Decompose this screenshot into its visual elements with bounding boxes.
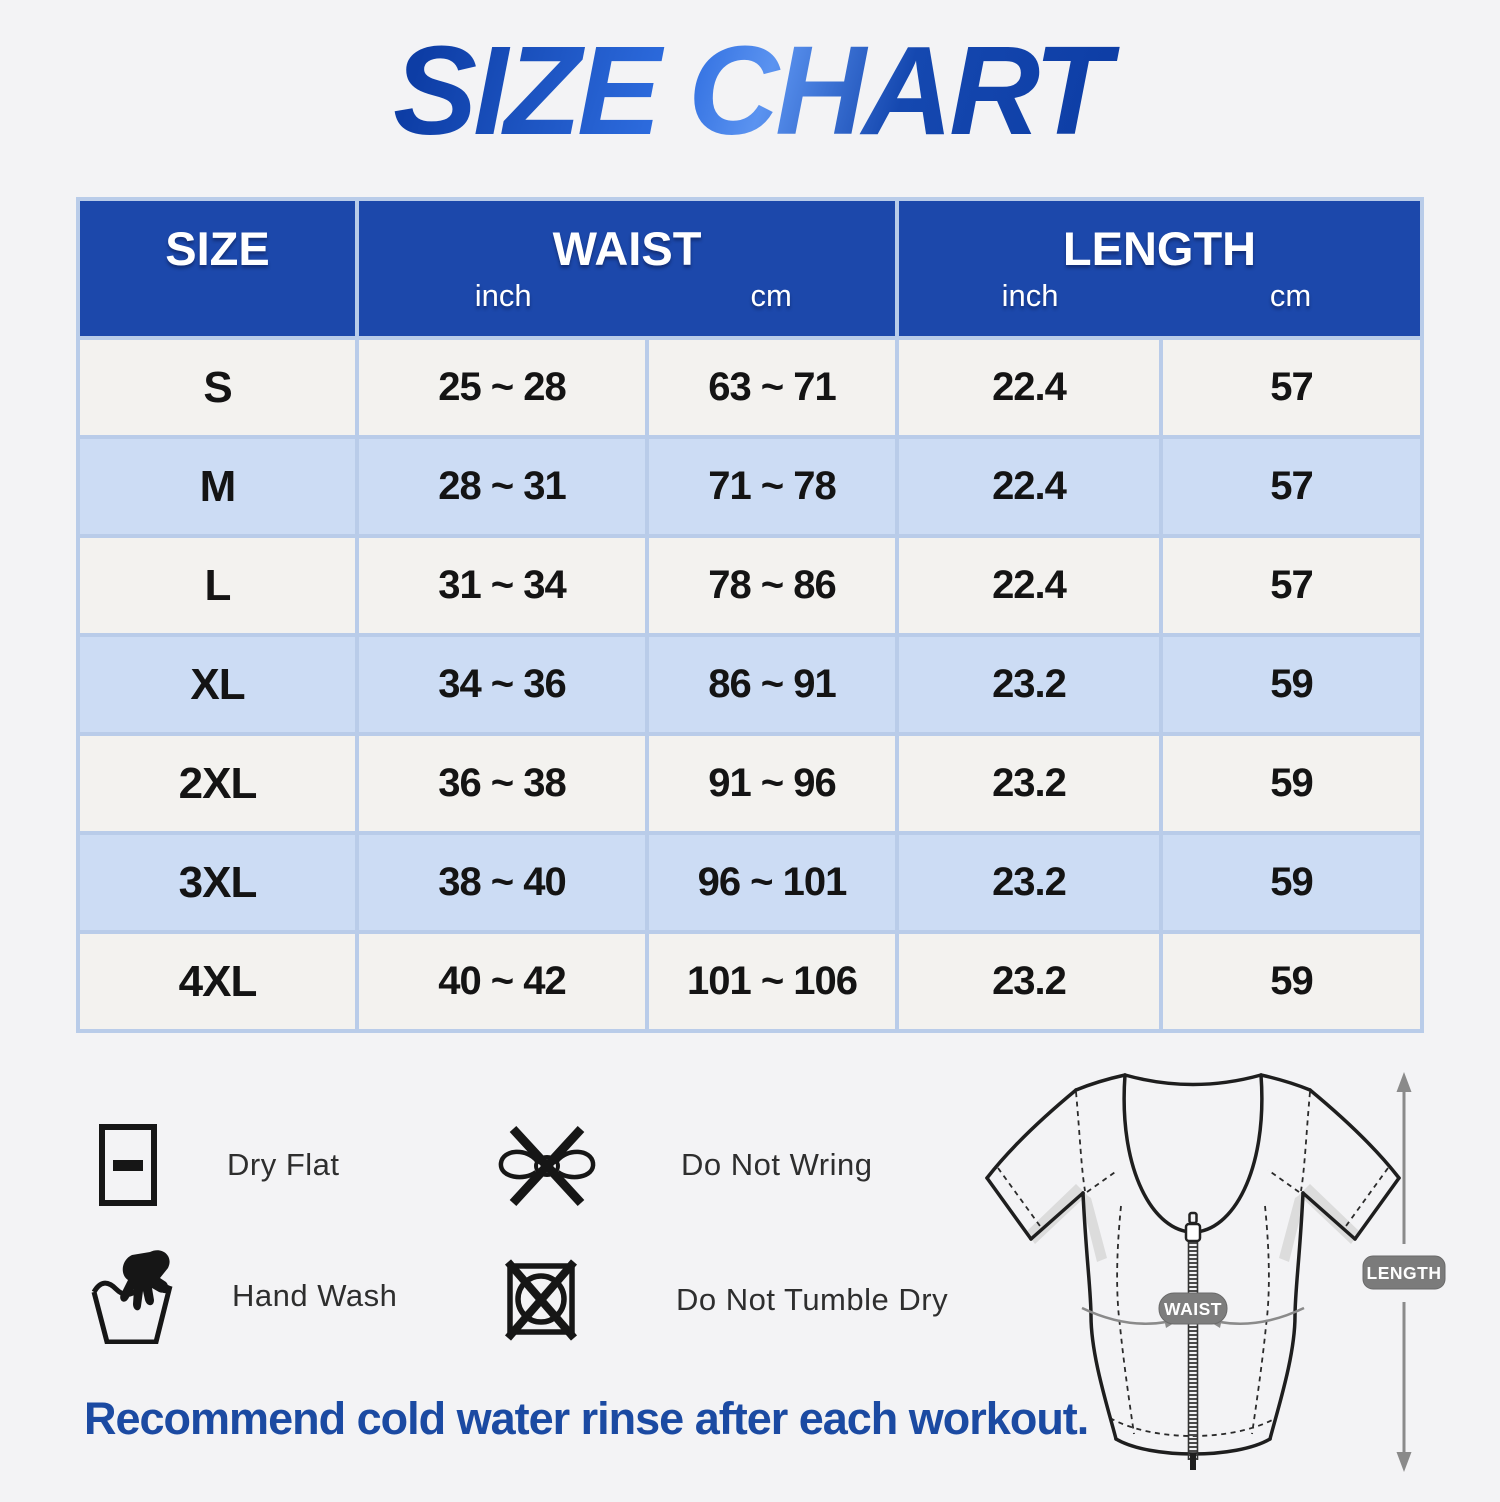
do-not-tumble-dry-icon xyxy=(502,1256,582,1344)
size-cell: 2XL xyxy=(80,736,355,831)
length-cm-cell: 57 xyxy=(1163,439,1420,534)
waist-cm-cell: 63 ~ 71 xyxy=(649,340,895,435)
waist-unit-cm: cm xyxy=(750,278,792,313)
length-cm-cell: 59 xyxy=(1163,934,1420,1029)
size-cell: L xyxy=(80,538,355,633)
care-label: Hand Wash xyxy=(232,1278,398,1313)
size-table: SIZE WAIST inch cm LENGTH inch cm S 25 ~… xyxy=(76,197,1424,1033)
zipper xyxy=(1184,1211,1202,1470)
length-cm-cell: 59 xyxy=(1163,835,1420,930)
page-title: SIZE CHART xyxy=(0,18,1500,163)
length-inch-cell: 23.2 xyxy=(899,934,1159,1029)
care-label: Dry Flat xyxy=(227,1147,340,1182)
waist-arrows xyxy=(1081,1306,1305,1325)
length-inch-cell: 22.4 xyxy=(899,538,1159,633)
length-inch-cell: 23.2 xyxy=(899,637,1159,732)
size-cell: M xyxy=(80,439,355,534)
waist-inch-cell: 38 ~ 40 xyxy=(359,835,645,930)
garment-outline xyxy=(985,1073,1401,1456)
length-inch-cell: 22.4 xyxy=(899,439,1159,534)
care-item-do-not-wring: Do Not Wring xyxy=(493,1117,873,1213)
waist-badge: WAIST xyxy=(1158,1292,1228,1325)
waist-cm-cell: 78 ~ 86 xyxy=(649,538,895,633)
waist-cm-cell: 96 ~ 101 xyxy=(649,835,895,930)
length-arrowhead-down xyxy=(1396,1452,1412,1472)
waist-inch-cell: 40 ~ 42 xyxy=(359,934,645,1029)
length-badge: LENGTH xyxy=(1362,1255,1446,1290)
waist-cm-cell: 91 ~ 96 xyxy=(649,736,895,831)
length-inch-cell: 23.2 xyxy=(899,736,1159,831)
waist-inch-cell: 28 ~ 31 xyxy=(359,439,645,534)
waist-inch-cell: 25 ~ 28 xyxy=(359,340,645,435)
size-cell: 4XL xyxy=(80,934,355,1029)
garment-diagram: WAIST LENGTH xyxy=(985,1072,1446,1472)
size-cell: S xyxy=(80,340,355,435)
waist-inch-cell: 31 ~ 34 xyxy=(359,538,645,633)
length-cm-cell: 59 xyxy=(1163,736,1420,831)
size-cell: XL xyxy=(80,637,355,732)
do-not-wring-icon xyxy=(493,1117,601,1213)
length-unit-inch: inch xyxy=(1001,278,1059,313)
column-header-size: SIZE xyxy=(80,201,355,336)
dry-flat-icon xyxy=(97,1123,159,1207)
waist-cm-cell: 86 ~ 91 xyxy=(649,637,895,732)
care-item-hand-wash: Hand Wash xyxy=(88,1248,397,1344)
waist-badge-label: WAIST xyxy=(1164,1299,1222,1319)
column-header-length: LENGTH inch cm xyxy=(899,201,1420,336)
care-item-dry-flat: Dry Flat xyxy=(97,1117,340,1213)
length-inch-cell: 22.4 xyxy=(899,340,1159,435)
footer-note: Recommend cold water rinse after each wo… xyxy=(84,1393,1089,1444)
care-item-do-not-tumble-dry: Do Not Tumble Dry xyxy=(502,1252,948,1348)
waist-cm-cell: 101 ~ 106 xyxy=(649,934,895,1029)
length-header-label: LENGTH xyxy=(1062,222,1257,275)
length-cm-cell: 59 xyxy=(1163,637,1420,732)
length-inch-cell: 23.2 xyxy=(899,835,1159,930)
length-badge-label: LENGTH xyxy=(1367,1263,1442,1283)
garment-seams xyxy=(997,1091,1389,1437)
waist-cm-cell: 71 ~ 78 xyxy=(649,439,895,534)
size-header-label: SIZE xyxy=(165,222,270,275)
length-cm-cell: 57 xyxy=(1163,538,1420,633)
waist-header-label: WAIST xyxy=(552,222,702,275)
care-label: Do Not Wring xyxy=(681,1147,873,1182)
length-arrowhead-up xyxy=(1396,1072,1412,1092)
length-cm-cell: 57 xyxy=(1163,340,1420,435)
column-header-waist: WAIST inch cm xyxy=(359,201,895,336)
waist-unit-inch: inch xyxy=(474,278,532,313)
care-label: Do Not Tumble Dry xyxy=(676,1282,949,1317)
waist-inch-cell: 36 ~ 38 xyxy=(359,736,645,831)
hand-wash-icon xyxy=(88,1248,174,1344)
waist-inch-cell: 34 ~ 36 xyxy=(359,637,645,732)
length-unit-cm: cm xyxy=(1269,278,1312,313)
size-cell: 3XL xyxy=(80,835,355,930)
